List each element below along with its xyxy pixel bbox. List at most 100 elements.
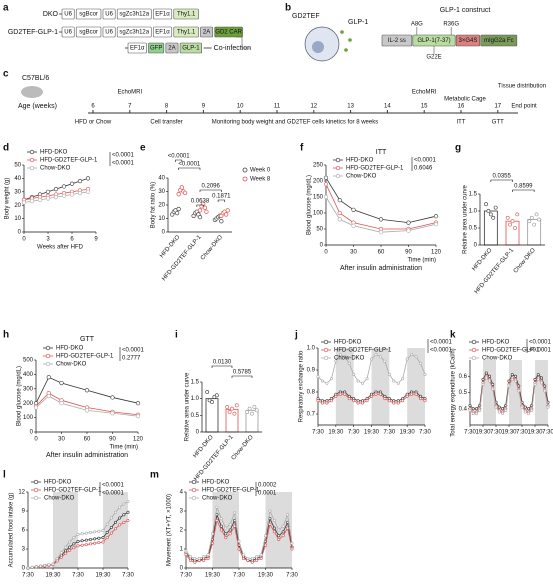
construct-part <box>152 26 173 38</box>
data-point <box>84 538 88 542</box>
data-point <box>396 381 400 385</box>
data-point <box>219 219 224 224</box>
data-point <box>491 387 495 391</box>
x-tick-label: 7:30 <box>516 430 528 436</box>
stat-bracket <box>175 159 183 162</box>
legend-marker <box>242 167 248 173</box>
construct-part <box>116 26 152 38</box>
data-point <box>387 372 391 376</box>
data-point <box>337 198 342 203</box>
y-tick-label: 2 <box>180 528 184 534</box>
p-value: 0.6046 <box>414 166 433 172</box>
data-point <box>206 553 210 557</box>
data-point <box>259 556 263 560</box>
data-point <box>378 355 382 359</box>
data-point <box>68 548 72 552</box>
data-point <box>365 399 369 403</box>
x-tick-label: 120 <box>431 250 442 256</box>
week-label: 8 <box>165 104 169 110</box>
legend-label: HFD-DKO <box>44 480 72 486</box>
p-value: 0.2096 <box>201 184 220 190</box>
data-point <box>533 377 537 381</box>
x-tick-label: 90 <box>405 250 412 256</box>
data-point <box>320 379 324 383</box>
data-point <box>471 412 475 416</box>
panel-label: g <box>455 143 461 154</box>
data-point <box>286 526 290 530</box>
data-point <box>491 215 496 220</box>
legend-marker <box>335 165 341 171</box>
data-point <box>114 510 118 514</box>
data-point <box>30 565 34 569</box>
data-point <box>510 373 514 377</box>
y-tick-label: 0 <box>474 243 478 249</box>
data-point <box>325 401 329 405</box>
construct-part <box>116 8 152 20</box>
data-point <box>105 522 109 526</box>
data-point <box>176 206 181 212</box>
construct-part <box>173 8 199 20</box>
night-shade <box>535 360 548 425</box>
secreted-label: GLP-1 <box>348 19 368 26</box>
legend-label: HFD-DKO <box>334 340 362 346</box>
x-tick-label: 7:30 <box>348 430 360 436</box>
construct-part <box>102 8 116 20</box>
data-point <box>529 215 534 220</box>
p-value: <0.0001 <box>430 348 453 354</box>
data-point <box>53 187 59 192</box>
data-point <box>338 353 342 357</box>
data-point <box>290 547 294 551</box>
data-point <box>206 556 210 560</box>
data-point <box>245 410 250 414</box>
data-point <box>80 539 84 543</box>
data-point <box>513 379 517 383</box>
y-tick-label: 0 <box>180 566 184 572</box>
y-tick-label: 500 <box>23 358 34 364</box>
y-tick-label: 0.8 <box>307 390 316 396</box>
x-tick-label: HFD-GD2TEF-GLP-1 <box>193 434 235 482</box>
week-label: 6 <box>91 104 95 110</box>
x-tick-label: Chow-DKO <box>200 234 224 261</box>
data-point <box>383 397 387 401</box>
part-label: GD2 CAR <box>215 30 242 36</box>
y-tick-label: 0 <box>162 230 166 236</box>
construct-part <box>173 26 199 38</box>
data-point <box>105 536 109 540</box>
p-value: 0.8599 <box>514 184 533 190</box>
data-point <box>55 556 59 560</box>
week-label: 16 <box>458 104 465 110</box>
event-above: End point <box>511 104 537 110</box>
p-value: <0.0001 <box>102 491 125 497</box>
data-point <box>369 357 373 361</box>
legend-label: HFD-DKO <box>202 480 230 486</box>
data-point <box>374 392 378 396</box>
y-axis-label: Body fat ratio (%) <box>151 182 157 228</box>
panel-label: h <box>3 330 9 341</box>
stat-bracket <box>211 365 233 368</box>
data-point <box>80 543 84 547</box>
legend-marker <box>33 487 39 493</box>
legend-marker <box>471 347 477 353</box>
data-point <box>179 185 185 190</box>
week-label: 13 <box>347 104 354 110</box>
data-point <box>232 411 237 416</box>
data-point <box>114 527 118 531</box>
data-point <box>493 205 498 210</box>
panel-label: e <box>140 143 146 154</box>
y-tick-label: 1 <box>180 547 184 553</box>
data-point <box>135 401 141 406</box>
data-point <box>378 230 384 235</box>
y-tick-label: 0.5 <box>469 226 478 232</box>
data-point <box>316 399 320 403</box>
data-point <box>45 196 51 201</box>
event-below: ITT <box>457 120 466 126</box>
data-point <box>365 377 369 381</box>
p-value: 0.0355 <box>492 174 511 180</box>
data-point <box>84 408 90 413</box>
data-point <box>539 381 543 385</box>
data-point <box>93 537 97 541</box>
y-tick-label: 30 <box>158 189 165 195</box>
data-point <box>204 209 209 214</box>
x-tick-label: 19:30 <box>95 573 111 579</box>
data-point <box>378 392 382 396</box>
